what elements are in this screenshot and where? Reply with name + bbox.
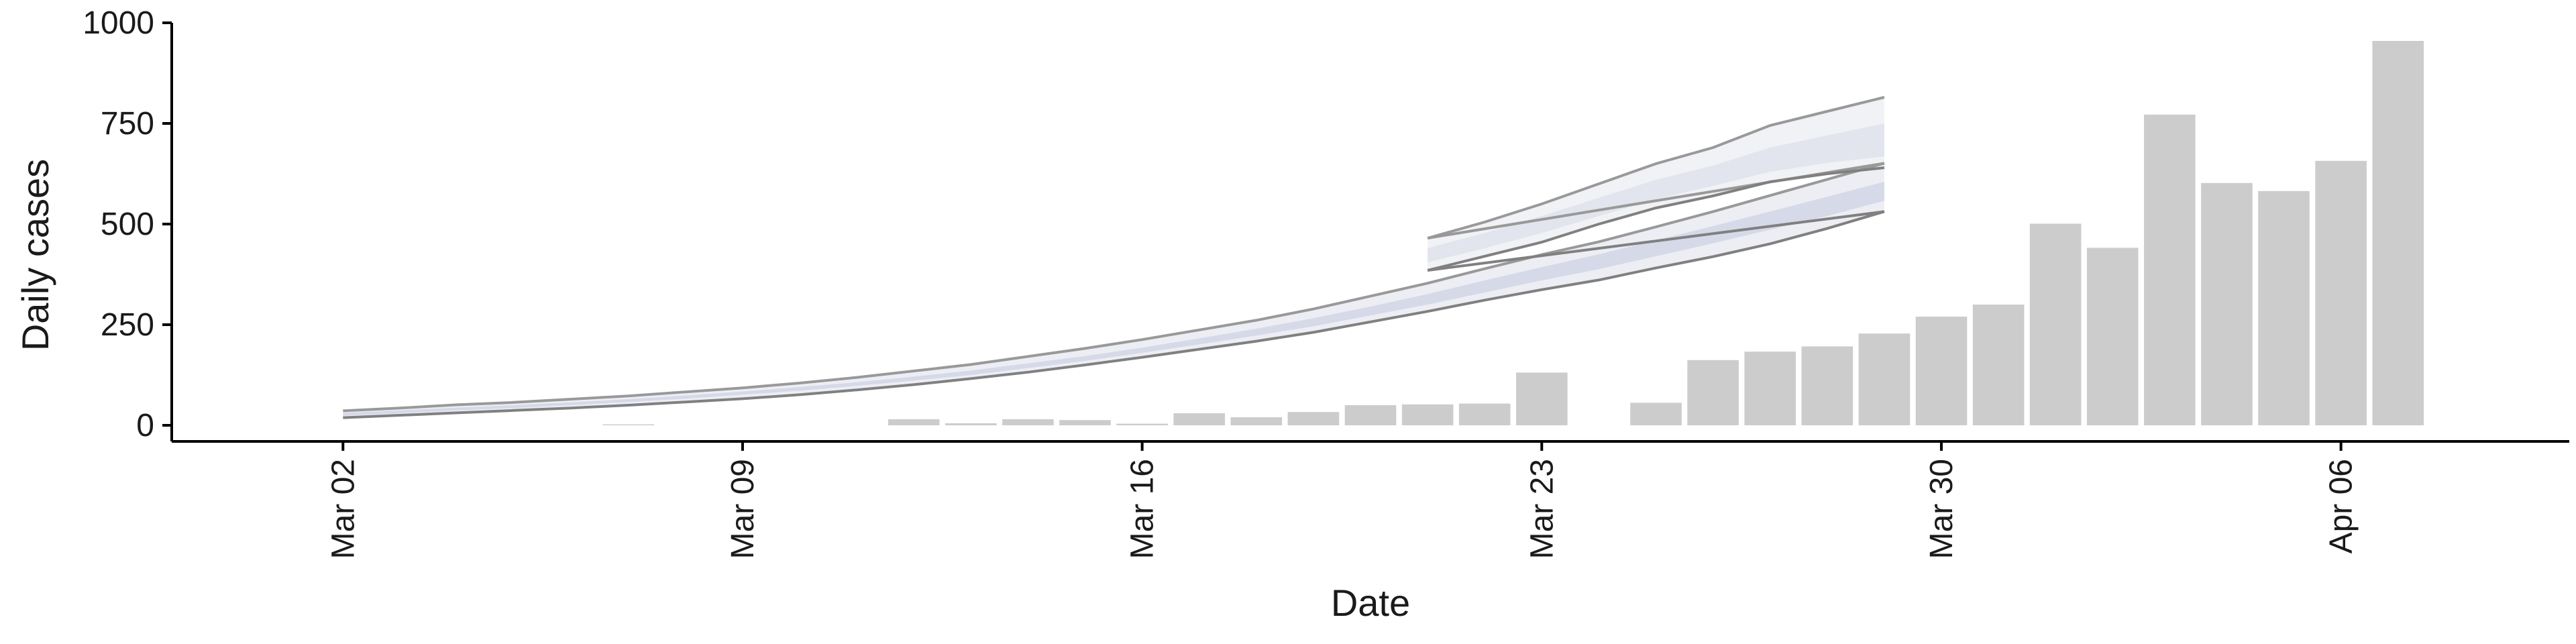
case-bar: [1801, 346, 1854, 425]
x-tick-label: Mar 09: [725, 459, 761, 559]
case-bar: [1059, 420, 1111, 425]
case-bar: [945, 423, 997, 425]
y-axis-title: Daily cases: [14, 159, 56, 351]
x-tick-label: Apr 06: [2324, 459, 2359, 553]
x-tick-label: Mar 16: [1125, 459, 1161, 559]
model-bands: [343, 97, 1884, 417]
daily-case-bars: [602, 41, 2424, 426]
case-bar: [2201, 182, 2253, 425]
axes: [170, 23, 2569, 443]
case-bar: [1344, 405, 1397, 425]
upper-boundary-line: [343, 96, 1885, 413]
case-bar: [2086, 248, 2139, 425]
case-bar: [1915, 317, 1968, 425]
case-bar: [1858, 333, 1911, 425]
case-bar: [1458, 403, 1511, 425]
case-bar: [1687, 360, 1739, 425]
x-axis-title: Date: [1331, 582, 1410, 624]
case-bar: [1173, 413, 1225, 425]
x-tick-label: Mar 30: [1924, 459, 1960, 559]
case-bar: [2372, 41, 2424, 425]
case-bar: [1287, 412, 1340, 425]
case-bar: [2029, 223, 2082, 425]
case-bar: [1002, 419, 1054, 425]
case-bar: [2144, 114, 2196, 426]
case-bar: [1744, 352, 1796, 425]
case-bar: [602, 424, 655, 425]
case-bar: [2315, 160, 2367, 426]
y-tick-label: 250: [101, 307, 154, 343]
case-bar: [1972, 305, 2025, 425]
y-tick-label: 1000: [83, 5, 154, 41]
x-ticks: Mar 02 Mar 09 Mar 16 Mar 23 Mar 30 Apr 06: [325, 441, 2359, 559]
x-tick-label: Mar 23: [1524, 459, 1560, 559]
case-bar: [1630, 402, 1682, 425]
case-bar: [1401, 404, 1454, 425]
forecast-band-inner: [1428, 123, 1884, 262]
x-tick-label: Mar 02: [325, 459, 361, 559]
y-tick-label: 0: [136, 408, 154, 443]
y-tick-label: 750: [101, 106, 154, 142]
case-bar: [888, 419, 940, 425]
lower-boundary-line: [343, 166, 1885, 419]
band-boundaries: [343, 96, 1885, 419]
y-tick-label: 500: [101, 207, 154, 242]
case-bar: [2258, 191, 2310, 425]
case-bar: [1516, 372, 1568, 425]
estimate-band-inner: [343, 182, 1884, 416]
y-ticks: 0 250 500 750 1000: [83, 5, 172, 443]
case-bar: [1230, 417, 1283, 425]
case-bar: [1116, 423, 1168, 425]
